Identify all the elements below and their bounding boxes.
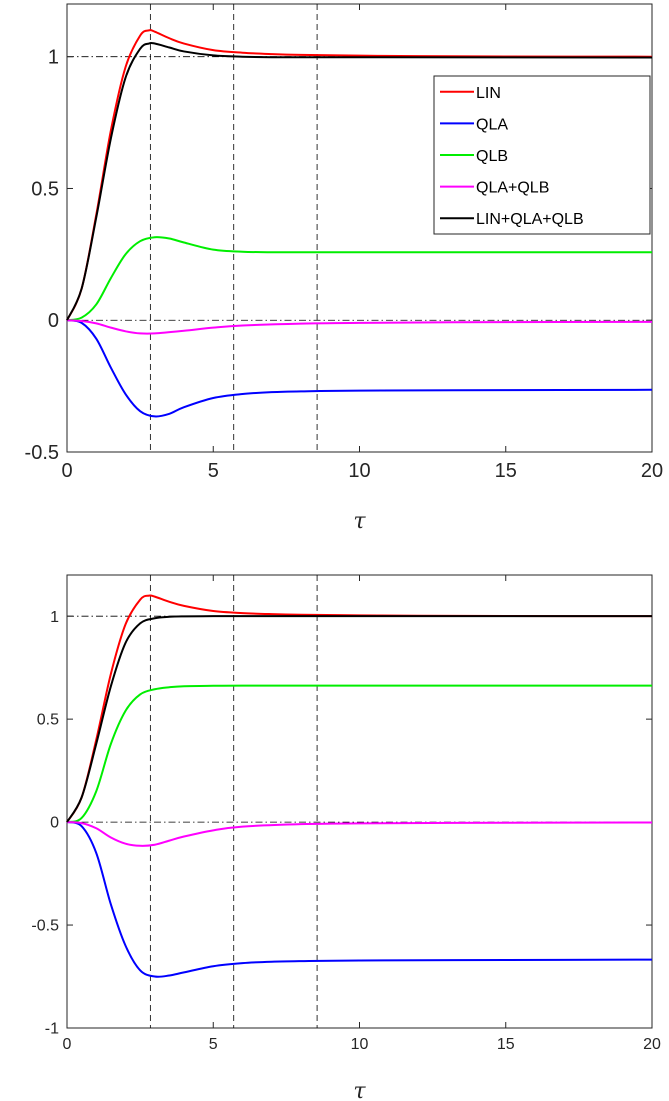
x-tick-label: 5 xyxy=(209,1036,218,1053)
chart-1: 0 5 10 15 20-0.500.51τLINQLAQLBQLA+QLBLIN+QL… xyxy=(25,3,663,534)
legend-label: QLB xyxy=(476,148,508,165)
legend: LIN QLA QLB QLA+QLB LIN+QLA+QLB xyxy=(433,75,651,235)
series-line-lin xyxy=(66,29,653,321)
series-line-qla-plus-qlb xyxy=(66,319,653,335)
x-axis-label: τ xyxy=(353,1079,366,1101)
y-tick-label: 0.5 xyxy=(37,712,59,729)
legend-label: LIN xyxy=(476,85,501,102)
y-tick-label: -0.5 xyxy=(25,442,59,464)
legend-label: LIN+QLA+QLB xyxy=(476,211,584,228)
x-tick-label: 10 xyxy=(348,460,370,482)
plot-area xyxy=(66,574,653,1029)
x-tick-label: 0 xyxy=(61,460,72,482)
x-tick-label: 10 xyxy=(351,1036,369,1053)
legend-label: QLA+QLB xyxy=(476,180,549,197)
x-tick-label: 20 xyxy=(641,460,663,482)
y-tick-label: -1 xyxy=(45,1021,59,1038)
x-tick-label: 5 xyxy=(208,460,219,482)
series-line-qla-plus-qlb xyxy=(66,821,653,847)
legend-label: QLA xyxy=(476,116,508,133)
chart-2: 0 5 10 15 20 -1 -0.5 0 0.5 1 τ xyxy=(31,574,661,1101)
series-line-qlb xyxy=(66,684,652,824)
series-line-lin-plus-qla-plus-qlb xyxy=(66,615,652,823)
x-tick-label: 15 xyxy=(495,460,517,482)
y-tick-label: -0.5 xyxy=(31,918,59,935)
y-tick-label: 1 xyxy=(48,47,59,69)
x-axis-label: τ xyxy=(353,509,366,534)
y-tick-label: 1 xyxy=(50,609,59,626)
y-tick-label: 0 xyxy=(50,815,59,832)
y-tick-label: 0 xyxy=(48,310,59,332)
series-line-qlb xyxy=(66,236,652,322)
series-line-lin-plus-qla-plus-qlb xyxy=(66,41,653,321)
y-tick-label: 0.5 xyxy=(31,178,59,200)
x-tick-label: 0 xyxy=(63,1036,72,1053)
x-tick-label: 15 xyxy=(497,1036,515,1053)
x-tick-label: 20 xyxy=(643,1036,661,1053)
series-line-qla xyxy=(66,319,653,418)
series-line-qla xyxy=(66,821,653,978)
